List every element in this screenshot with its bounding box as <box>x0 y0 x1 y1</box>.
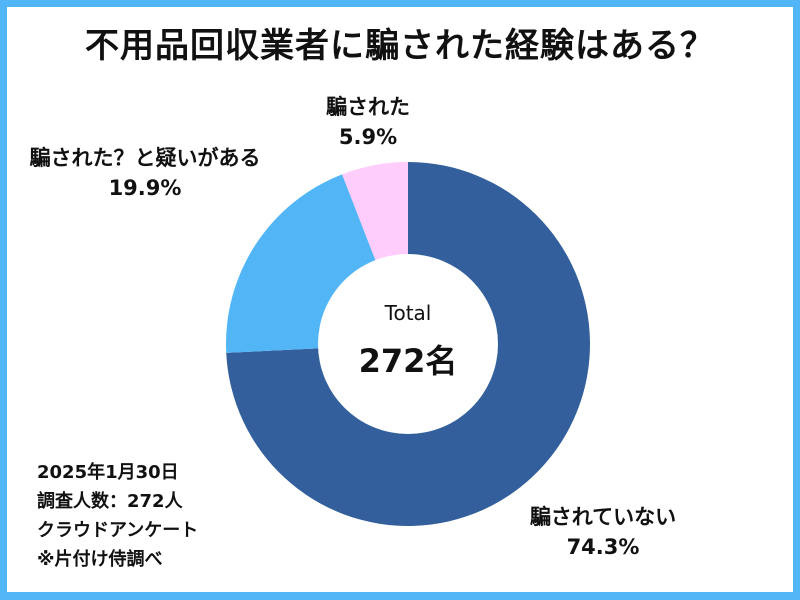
label-deceived: 騙された 5.9% <box>318 92 418 152</box>
survey-source: ※片付け侍調べ <box>37 549 163 570</box>
label-not-deceived-name: 騙されていない <box>529 505 677 529</box>
label-suspected: 騙された？と疑いがある 19.9% <box>10 143 280 203</box>
label-suspected-name: 騙された？と疑いがある <box>29 146 261 170</box>
label-deceived-pct: 5.9% <box>338 125 398 149</box>
survey-date: 2025年1月30日 <box>37 462 179 483</box>
donut-hole <box>318 254 498 434</box>
chart-title: 不用品回収業者に騙された経験はある？ <box>85 26 715 66</box>
survey-method: クラウドアンケート <box>37 520 199 541</box>
label-not-deceived: 騙されていない 74.3% <box>508 502 698 562</box>
survey-notes: 2025年1月30日 調査人数：272人 クラウドアンケート ※片付け侍調べ <box>37 458 198 574</box>
label-not-deceived-pct: 74.3% <box>566 535 640 559</box>
center-total-label: Total <box>384 301 432 325</box>
label-suspected-pct: 19.9% <box>108 176 182 200</box>
label-deceived-name: 騙された <box>326 95 410 119</box>
center-total-value: 272名 <box>358 342 458 380</box>
survey-respondents: 調査人数：272人 <box>37 491 183 512</box>
